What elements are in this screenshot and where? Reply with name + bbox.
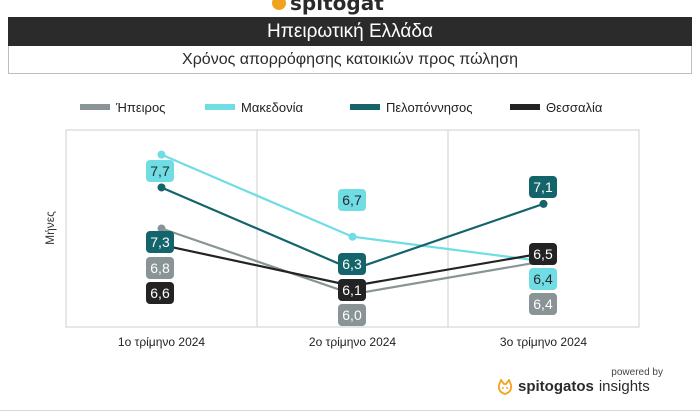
spitogatos-cat-icon <box>497 378 513 395</box>
data-label-badge <box>146 257 174 279</box>
data-label-badge <box>529 243 557 265</box>
legend-swatch <box>510 104 540 110</box>
data-point-ηπειρος <box>157 224 166 233</box>
legend-swatch <box>80 104 110 110</box>
brand-logo-icon <box>272 0 286 10</box>
plot-frame <box>65 129 640 328</box>
footer-brand-suffix: insights <box>598 378 650 395</box>
data-label-badge <box>146 231 174 253</box>
data-label-badge <box>146 282 174 304</box>
legend-swatch <box>205 104 235 110</box>
data-point-μακεδονια <box>348 232 357 241</box>
footer-brand: spitogatos insights <box>497 378 650 395</box>
powered-by-label: powered by <box>611 367 663 378</box>
x-tick-label: 1ο τρίμηνο 2024 <box>118 335 206 349</box>
legend-entry: Ήπειρος <box>115 100 165 115</box>
data-label: 7,7 <box>150 163 170 179</box>
x-tick-label: 2ο τρίμηνο 2024 <box>309 335 397 349</box>
chart-subtitle-bar: Χρόνος απορρόφησης κατοικιών προς πώληση <box>8 46 692 74</box>
data-label: 7,3 <box>150 234 170 250</box>
x-tick-label: 3ο τρίμηνο 2024 <box>500 335 588 349</box>
legend-entry: Μακεδονία <box>241 100 303 115</box>
region-title: Ηπειρωτική Ελλάδα <box>267 20 433 42</box>
data-label-badge <box>529 176 557 198</box>
data-label-badge <box>529 293 557 315</box>
brand-logo-partial: spitogat <box>272 0 384 15</box>
data-label-badge <box>338 253 366 275</box>
data-label: 6,5 <box>533 246 553 262</box>
legend-entry: Θεσσαλία <box>546 100 603 115</box>
data-label-badge <box>529 268 557 290</box>
legend-swatch <box>350 104 380 110</box>
data-label: 6,8 <box>150 260 170 276</box>
top-brand-strip: spitogat <box>0 0 700 17</box>
data-point-μακεδονια <box>157 150 166 159</box>
data-label: 6,6 <box>150 285 170 301</box>
data-label-badge <box>338 189 366 211</box>
data-label: 6,3 <box>342 256 362 272</box>
legend-entry: Πελοπόννησος <box>386 100 472 115</box>
y-axis-label: Μήνες <box>43 211 57 245</box>
bottom-divider <box>0 410 700 411</box>
data-label-badge <box>146 160 174 182</box>
data-label: 6,0 <box>342 307 362 323</box>
data-label: 6,4 <box>533 296 553 312</box>
brand-logo-text: spitogat <box>290 0 384 15</box>
chart-subtitle: Χρόνος απορρόφησης κατοικιών προς πώληση <box>182 50 518 68</box>
data-label: 7,1 <box>533 179 553 195</box>
region-title-bar: Ηπειρωτική Ελλάδα <box>8 17 692 46</box>
data-point-πελοποννησος <box>539 199 548 208</box>
data-label: 6,4 <box>533 271 553 287</box>
data-label-badge <box>338 279 366 301</box>
footer-brand-name: spitogatos <box>518 378 594 395</box>
data-point-πελοποννησος <box>157 183 166 192</box>
data-label-badge <box>338 304 366 326</box>
data-label: 6,7 <box>342 192 362 208</box>
data-label: 6,1 <box>342 282 362 298</box>
